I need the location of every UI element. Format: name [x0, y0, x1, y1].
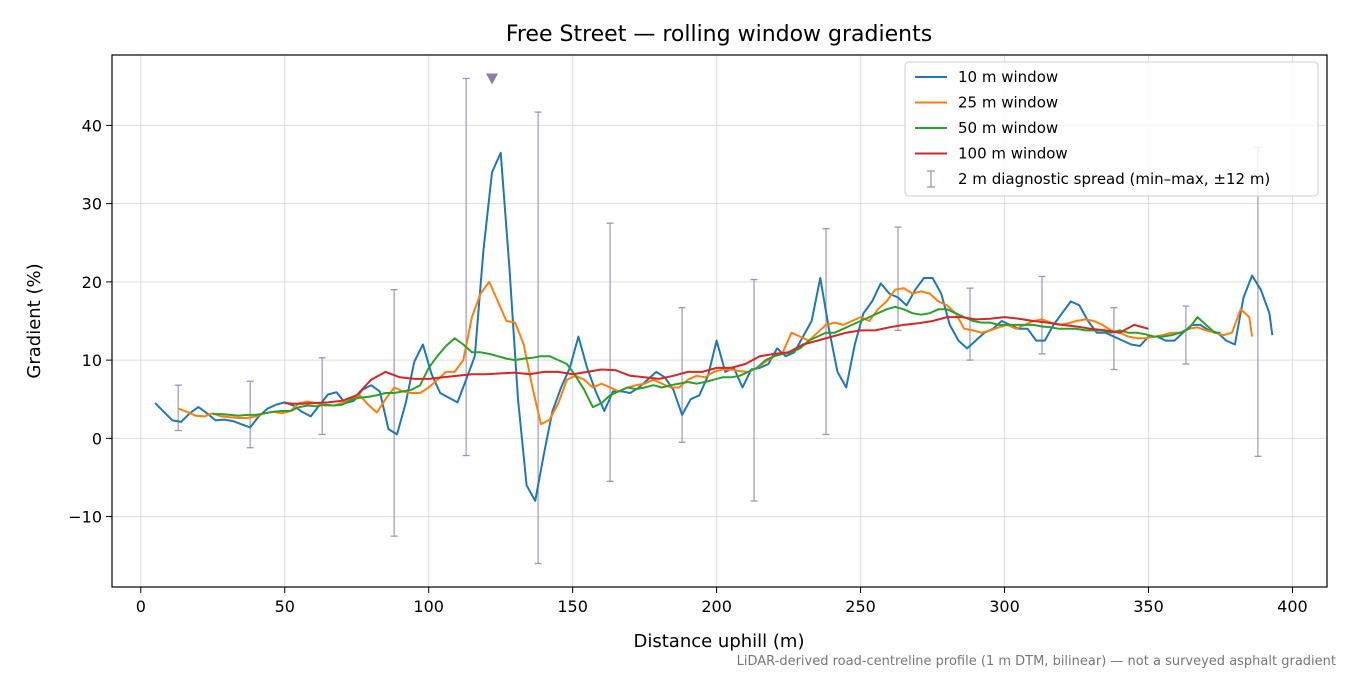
legend-box [904, 61, 1319, 197]
series-lines [154, 151, 1274, 502]
x-tick-label: 400 [1277, 597, 1308, 616]
x-tick-label: 150 [557, 597, 588, 616]
clipped-marker [486, 73, 499, 85]
x-axis-label: Distance uphill (m) [634, 631, 805, 652]
y-tick-label: −10 [68, 508, 102, 527]
legend-label: 25 m window [958, 94, 1058, 112]
y-tick-label: 0 [92, 429, 102, 448]
series-line-3 [284, 316, 1149, 405]
x-tick-label: 350 [1133, 597, 1164, 616]
diagnostic-spread-errorbars [174, 77, 1262, 565]
x-tick-label: 100 [413, 597, 444, 616]
series-line-1 [177, 280, 1254, 426]
x-tick-label: 0 [136, 597, 146, 616]
x-tick-label: 250 [845, 597, 876, 616]
x-tick-label: 300 [989, 597, 1020, 616]
y-tick-label: 20 [82, 273, 102, 292]
y-tick-label: 40 [82, 116, 102, 135]
y-axis-label: Gradient (%) [24, 263, 45, 378]
chart-title: Free Street — rolling window gradients [506, 22, 932, 47]
series-line-2 [212, 305, 1221, 417]
footnote: LiDAR-derived road-centreline profile (1… [737, 654, 1336, 669]
legend: 10 m window 25 m window 50 m window 100 m w… [904, 61, 1319, 197]
y-tick-label: 10 [82, 351, 102, 370]
x-axis-ticks: 0 50 100 150 200 250 300 350 400 [136, 587, 1308, 616]
legend-label: 100 m window [958, 145, 1068, 163]
y-tick-label: 30 [82, 195, 102, 214]
legend-label: 2 m diagnostic spread (min–max, ±12 m) [958, 170, 1270, 188]
legend-label: 10 m window [958, 68, 1058, 86]
legend-label: 50 m window [958, 119, 1058, 137]
plot-frame [111, 54, 1328, 588]
x-tick-label: 50 [275, 597, 295, 616]
clipped-max-marker [486, 73, 499, 85]
series-line-0 [154, 151, 1274, 502]
x-tick-label: 200 [701, 597, 732, 616]
y-axis-ticks: −10 0 10 20 30 40 [68, 116, 112, 527]
